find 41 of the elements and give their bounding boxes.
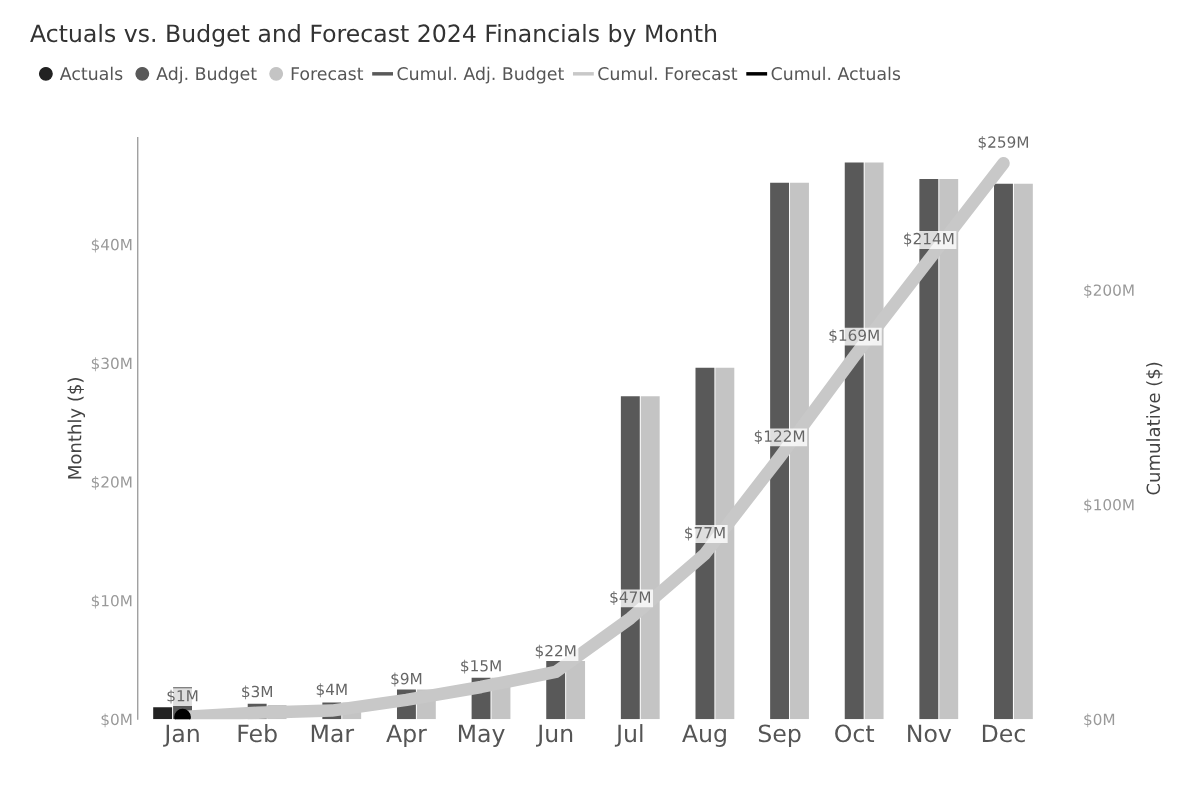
x-tick-label: Apr <box>386 724 427 747</box>
x-tick-label: Aug <box>682 724 726 747</box>
chart-title: Actuals vs. Budget and Forecast 2024 Financials by Month <box>30 23 717 47</box>
data-label: $3M <box>242 685 272 700</box>
data-label: $77M <box>685 526 725 541</box>
legend-label: Actuals <box>59 66 123 81</box>
data-label: $169M <box>829 329 879 344</box>
data-label: $47M <box>610 591 650 605</box>
legend-label: Cumul. Actuals <box>771 66 901 81</box>
y2-tick-label: $100M <box>1084 498 1134 513</box>
y-tick-label: $10M <box>91 594 132 609</box>
legend-label: Forecast <box>291 67 364 81</box>
y-tick-label: $20M <box>91 475 132 490</box>
x-tick-label: May <box>458 724 505 747</box>
y2-tick-label: $200M <box>1084 284 1134 298</box>
x-tick-label: Oct <box>835 724 875 743</box>
data-label: $22M <box>535 644 576 659</box>
data-label: $9M <box>391 672 422 687</box>
data-label: $4M <box>316 683 347 698</box>
x-tick-label: Feb <box>238 724 277 743</box>
data-label: $259M <box>978 136 1029 150</box>
legend-label: Cumul. Adj. Budget <box>397 66 564 84</box>
legend-label: Adj. Budget <box>156 66 257 84</box>
x-tick-label: Sep <box>758 724 801 747</box>
y-tick-label: $0M <box>101 713 132 728</box>
data-label: $1M <box>167 689 198 704</box>
data-label: $214M <box>904 232 954 247</box>
data-label: $15M <box>461 659 501 674</box>
x-tick-label: Mar <box>311 724 355 743</box>
data-label: $122M <box>754 430 805 444</box>
y2-axis-title: Cumulative ($) <box>1146 362 1163 495</box>
x-tick-label: Jan <box>163 724 199 747</box>
x-tick-label: Jul <box>614 724 643 747</box>
y-tick-label: $30M <box>91 357 132 372</box>
y2-tick-label: $0M <box>1084 713 1115 728</box>
x-tick-label: Jun <box>536 724 573 747</box>
x-tick-label: Nov <box>908 724 952 743</box>
legend-label: Cumul. Forecast <box>598 66 738 81</box>
y-tick-label: $40M <box>91 238 132 253</box>
y-axis-title: Monthly ($) <box>67 378 86 479</box>
x-tick-label: Dec <box>982 724 1025 743</box>
